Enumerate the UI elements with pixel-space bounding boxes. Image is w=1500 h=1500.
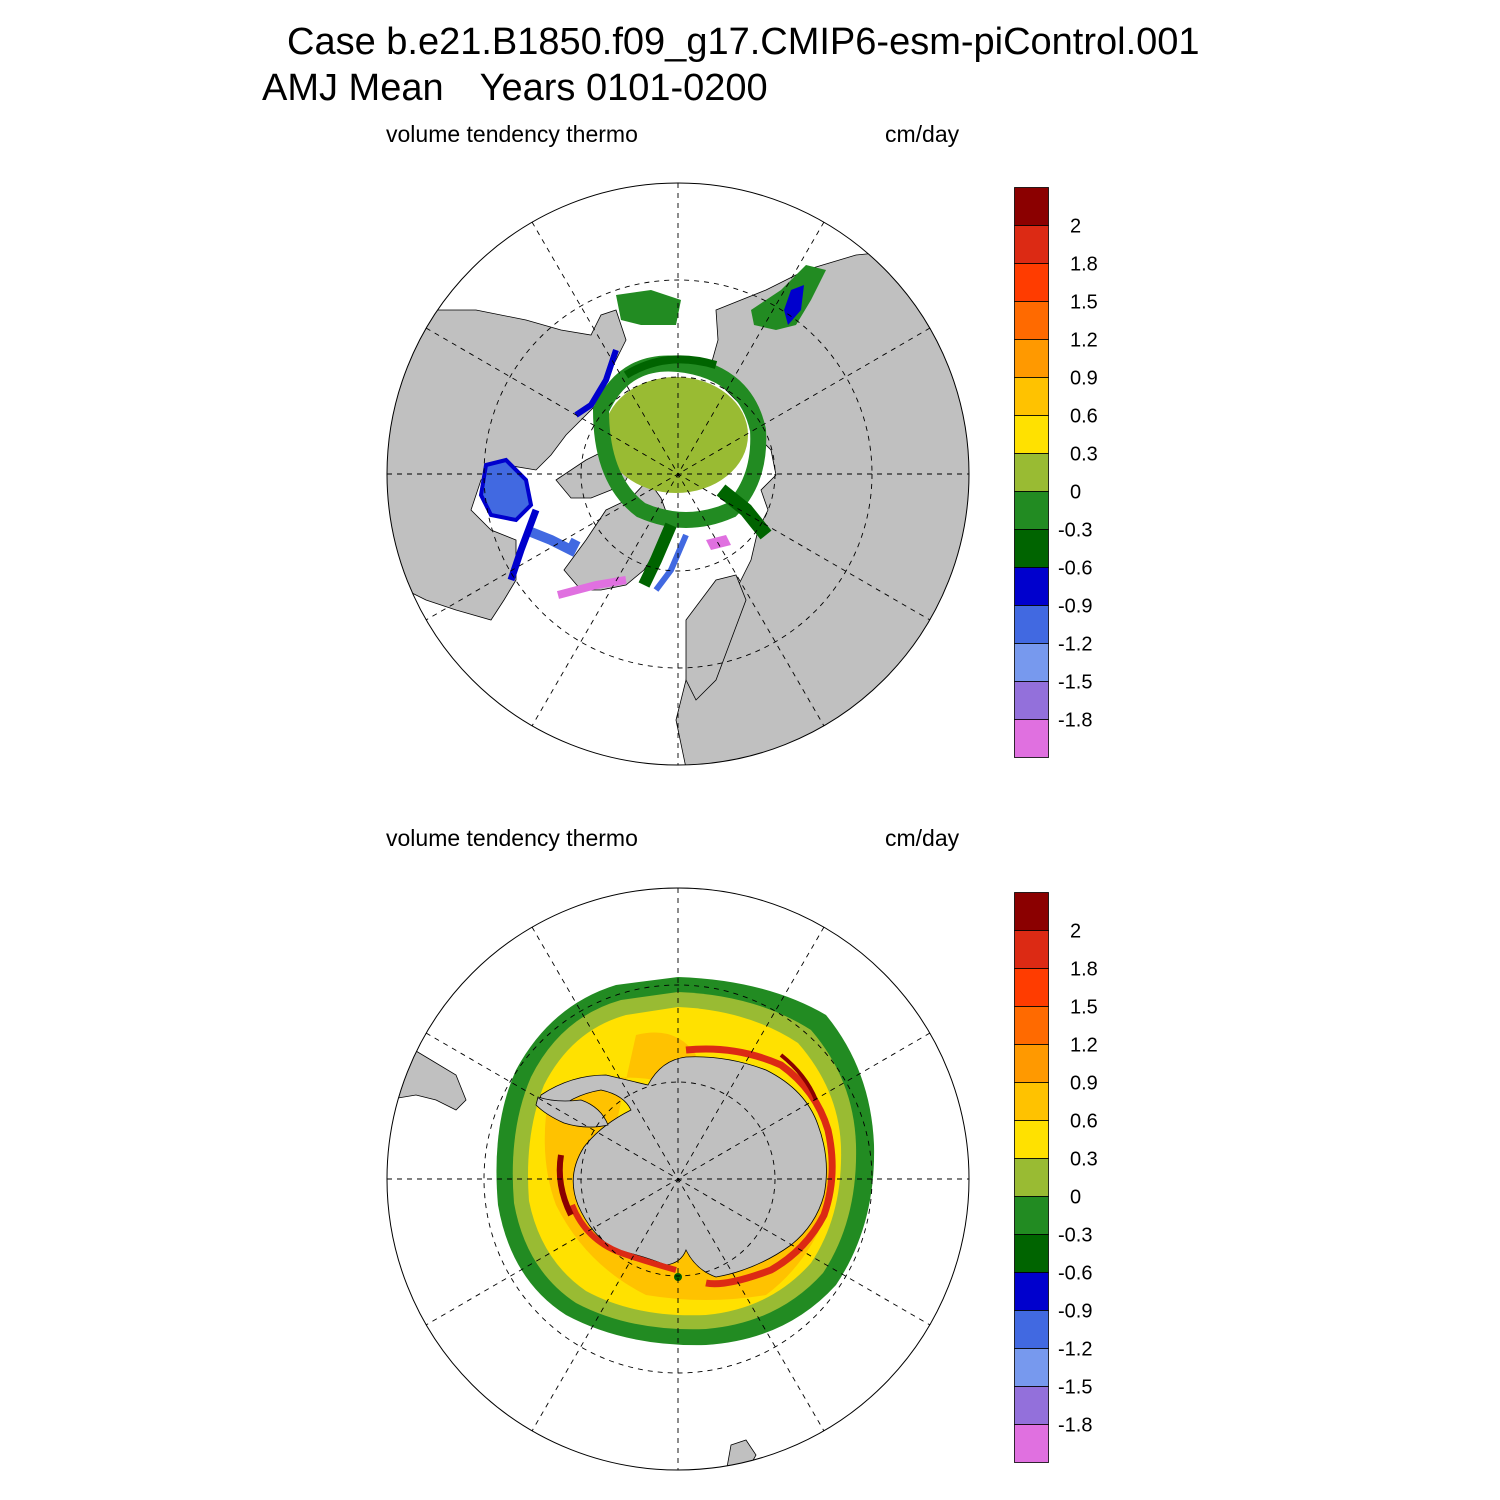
- north-colorbar-label: 1.2: [1070, 330, 1098, 352]
- season-label: AMJ Mean: [262, 67, 444, 109]
- north-land-scandinavia: [685, 574, 747, 701]
- south-variable-label: volume tendency thermo: [386, 825, 638, 851]
- south-colorbar-box: [1014, 1424, 1049, 1463]
- south-colorbar-label: -0.9: [1058, 1301, 1092, 1323]
- north-colorbar-box: [1014, 529, 1049, 568]
- south-colorbar-label: 1.5: [1070, 997, 1098, 1019]
- north-colorbar-box: [1014, 681, 1049, 720]
- north-colorbar-label: -0.6: [1058, 558, 1092, 580]
- north-ice-greenland-east: [638, 522, 677, 588]
- south-ice-polynya: [674, 1273, 682, 1281]
- north-ice-barents: [716, 484, 772, 540]
- south-colorbar-label: -0.3: [1058, 1225, 1092, 1247]
- north-colorbar-box: [1014, 605, 1049, 644]
- north-ice-labrador: [524, 525, 581, 557]
- north-ice-baffin: [507, 508, 540, 582]
- south-colorbar-box: [1014, 1044, 1049, 1083]
- south-ice-coast-red: [685, 1045, 836, 1288]
- north-colorbar-label: 1.8: [1070, 254, 1098, 276]
- north-ice-hudson: [478, 457, 534, 523]
- north-ice-central: [604, 377, 748, 493]
- south-land-peninsula: [535, 1096, 609, 1128]
- north-colorbar: 2 1.8 1.5 1.2 0.9 0.6 0.3 0 -0.3 -0.6 -0.9 -1.2 -1.5…: [1014, 187, 1098, 758]
- north-graticule: [387, 183, 969, 765]
- north-colorbar-label: -1.5: [1058, 672, 1092, 694]
- north-variable-label: volume tendency thermo: [386, 121, 638, 147]
- north-ice-greenland-blue: [653, 533, 689, 592]
- north-colorbar-box: [1014, 453, 1049, 492]
- north-colorbar-box: [1014, 719, 1049, 758]
- north-colorbar-box: [1014, 491, 1049, 530]
- north-colorbar-box: [1014, 187, 1049, 226]
- south-colorbar: 2 1.8 1.5 1.2 0.9 0.6 0.3 0 -0.3 -0.6 -0.9 -1.2 -1.5…: [1014, 892, 1098, 1463]
- south-units-label: cm/day: [885, 825, 960, 851]
- south-colorbar-box: [1014, 930, 1049, 969]
- south-colorbar-label: -1.2: [1058, 1339, 1092, 1361]
- north-colorbar-label: 0.9: [1070, 368, 1098, 390]
- north-ice-siberia: [574, 349, 619, 418]
- south-colorbar-box: [1014, 892, 1049, 931]
- south-ice-coast-darkred: [779, 1053, 818, 1101]
- south-colorbar-box: [1014, 1082, 1049, 1121]
- north-colorbar-box: [1014, 263, 1049, 302]
- south-colorbar-label: -0.6: [1058, 1263, 1092, 1285]
- south-map-border: [386, 887, 970, 1471]
- south-colorbar-label: -1.8: [1058, 1415, 1092, 1437]
- north-colorbar-box: [1014, 415, 1049, 454]
- north-ice-bering: [616, 290, 681, 325]
- south-colorbar-box: [1014, 1120, 1049, 1159]
- south-colorbar-box: [1014, 1006, 1049, 1045]
- north-colorbar-box: [1014, 225, 1049, 264]
- south-colorbar-label: 0: [1070, 1187, 1081, 1209]
- south-land-antarctica: [539, 1056, 827, 1278]
- years-label: Years 0101-0200: [479, 67, 768, 109]
- north-colorbar-box: [1014, 567, 1049, 606]
- plot-title-period: AMJ Mean Years 0101-0200: [262, 66, 768, 110]
- south-colorbar-box: [1014, 1310, 1049, 1349]
- south-colorbar-box: [1014, 1348, 1049, 1387]
- north-colorbar-label: 0.3: [1070, 444, 1098, 466]
- south-colorbar-label: 1.8: [1070, 959, 1098, 981]
- north-colorbar-box: [1014, 377, 1049, 416]
- north-colorbar-label: -1.8: [1058, 710, 1092, 732]
- north-ice-kara: [706, 535, 731, 550]
- south-colorbar-box: [1014, 1158, 1049, 1197]
- south-ice-ross-red: [569, 1203, 677, 1273]
- north-colorbar-box: [1014, 643, 1049, 682]
- south-colorbar-label: 0.9: [1070, 1073, 1098, 1095]
- south-colorbar-box: [1014, 1272, 1049, 1311]
- north-colorbar-label: 0.6: [1070, 406, 1098, 428]
- north-map-border: [386, 182, 970, 766]
- south-colorbar-label: 0.6: [1070, 1111, 1098, 1133]
- north-colorbar-box: [1014, 339, 1049, 378]
- south-graticule: [387, 888, 969, 1470]
- north-colorbar-label: -0.9: [1058, 596, 1092, 618]
- north-colorbar-label: 0: [1070, 482, 1081, 504]
- south-colorbar-label: 1.2: [1070, 1035, 1098, 1057]
- plot-title-case: Case b.e21.B1850.f09_g17.CMIP6-esm-piCon…: [287, 21, 1200, 63]
- south-colorbar-label: 2: [1070, 921, 1081, 943]
- north-colorbar-label: -1.2: [1058, 634, 1092, 656]
- south-colorbar-box: [1014, 968, 1049, 1007]
- north-colorbar-label: 2: [1070, 216, 1081, 238]
- north-ice-edge-pacific: [623, 355, 718, 379]
- south-colorbar-label: 0.3: [1070, 1149, 1098, 1171]
- south-colorbar-box: [1014, 1386, 1049, 1425]
- north-colorbar-box: [1014, 301, 1049, 340]
- north-units-label: cm/day: [885, 121, 960, 147]
- north-ice-greenland-south: [556, 576, 627, 599]
- north-polar-map: [386, 182, 970, 766]
- south-colorbar-label: -1.5: [1058, 1377, 1092, 1399]
- south-colorbar-box: [1014, 1196, 1049, 1235]
- south-colorbar-box: [1014, 1234, 1049, 1273]
- south-ice-weddell-red: [556, 1154, 574, 1217]
- south-polar-map: [386, 887, 970, 1471]
- north-colorbar-label: 1.5: [1070, 292, 1098, 314]
- north-colorbar-label: -0.3: [1058, 520, 1092, 542]
